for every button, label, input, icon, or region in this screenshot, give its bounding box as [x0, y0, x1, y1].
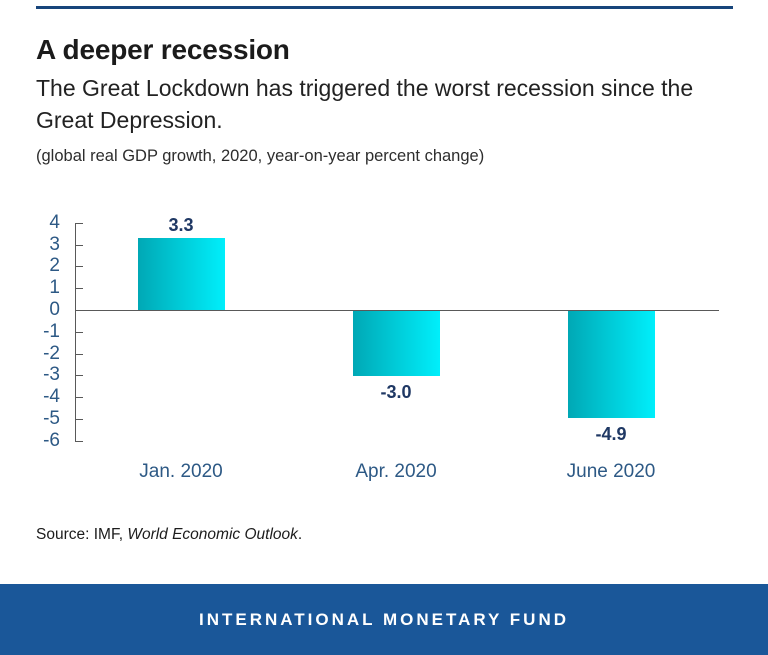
y-axis-label: -5 — [43, 408, 60, 429]
y-axis-tick — [75, 441, 83, 442]
y-axis-tick — [75, 332, 83, 333]
bar — [352, 311, 440, 376]
source-suffix: . — [297, 526, 303, 543]
y-axis-label: -6 — [43, 430, 60, 451]
y-axis-tick — [75, 354, 83, 355]
top-accent-rule — [36, 6, 733, 9]
y-axis-label: 1 — [49, 277, 60, 298]
chart-subtitle-line-2: Great Depression. — [36, 107, 223, 133]
y-axis-label: 3 — [49, 234, 60, 255]
y-axis-line — [75, 222, 76, 441]
chart-title: A deeper recession — [36, 34, 290, 65]
y-axis-tick — [75, 288, 83, 289]
source-line: Source: IMF, World Economic Outlook. — [36, 526, 302, 544]
bar-value-label: -4.9 — [595, 424, 627, 444]
y-axis-label: -1 — [43, 321, 60, 342]
y-axis-tick — [75, 245, 83, 246]
y-axis-label: -4 — [43, 386, 60, 407]
y-axis-tick — [75, 223, 83, 224]
footer-banner-label: INTERNATIONAL MONETARY FUND — [199, 609, 569, 629]
x-axis-label: Apr. 2020 — [355, 461, 437, 482]
chart-subtitle: The Great Lockdown has triggered the wor… — [36, 72, 693, 136]
source-publication: World Economic Outlook — [127, 526, 298, 543]
y-axis-label: 2 — [49, 255, 60, 276]
bar — [567, 311, 655, 418]
footer-banner: INTERNATIONAL MONETARY FUND — [0, 584, 768, 655]
y-axis-tick — [75, 419, 83, 420]
bar-value-label: 3.3 — [168, 215, 194, 235]
y-axis-tick — [75, 397, 83, 398]
zero-line — [75, 310, 719, 311]
y-axis-tick — [75, 266, 83, 267]
bar-chart: 4 3 2 1 0 -1 -2 -3 -4 -5 -6 3.3 Jan. 2020 -3.0 Apr. 20… — [43, 212, 719, 482]
source-prefix: Source: IMF, — [36, 526, 128, 543]
y-axis-label: 4 — [49, 212, 60, 233]
chart-units-note: (global real GDP growth, 2020, year-on-y… — [36, 147, 485, 165]
x-axis-label: Jan. 2020 — [139, 461, 223, 482]
bar — [137, 238, 225, 310]
chart-subtitle-line-1: The Great Lockdown has triggered the wor… — [36, 75, 694, 101]
y-axis-label: -2 — [43, 343, 60, 364]
y-axis-tick — [75, 375, 83, 376]
x-axis-label: June 2020 — [566, 461, 656, 482]
y-axis-label: -3 — [43, 364, 60, 385]
bar-value-label: -3.0 — [380, 382, 412, 402]
y-axis-label: 0 — [49, 299, 60, 320]
